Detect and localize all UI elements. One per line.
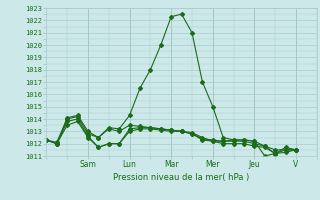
- X-axis label: Pression niveau de la mer( hPa ): Pression niveau de la mer( hPa ): [114, 173, 250, 182]
